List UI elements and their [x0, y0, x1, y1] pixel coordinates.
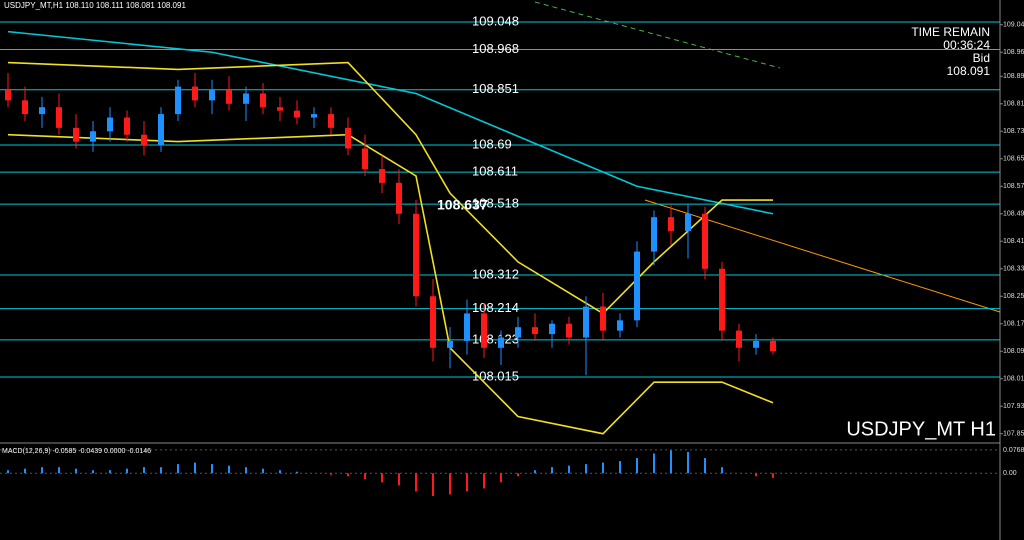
time-remain-label: TIME REMAIN: [911, 25, 990, 39]
y-tick-label: 108.33: [1003, 266, 1024, 273]
level-label: 108.312: [472, 266, 519, 281]
y-tick-label: 108.96: [1003, 49, 1024, 56]
candle-body: [260, 93, 266, 108]
candle-body: [277, 107, 283, 111]
candle-body: [175, 86, 181, 115]
candle-body: [5, 90, 11, 101]
candle-body: [192, 86, 198, 101]
candle-body: [209, 90, 215, 101]
level-label: 108.851: [472, 81, 519, 96]
candle-body: [158, 114, 164, 146]
candle-body: [396, 182, 402, 214]
time-remain: 00:36:24: [943, 38, 990, 52]
trendline-green: [534, 1, 781, 69]
candle-body: [141, 134, 147, 146]
candle-body: [702, 213, 708, 269]
candle-body: [600, 306, 606, 331]
candle-body: [447, 340, 453, 348]
candle-body: [124, 117, 130, 135]
level-label: 108.123: [472, 331, 519, 346]
y-tick-label: 108.01: [1003, 376, 1024, 383]
level-label: 109.048: [472, 13, 519, 28]
level-label: 108.69: [472, 136, 512, 151]
y-tick-label: 107.93: [1003, 403, 1024, 410]
y-tick-label: 108.09: [1003, 348, 1024, 355]
bid: 108.091: [947, 64, 991, 78]
symbol-label: USDJPY_MT H1: [846, 418, 996, 440]
candle-body: [73, 127, 79, 142]
bid-label: Bid: [973, 51, 990, 65]
candle-body: [294, 110, 300, 118]
macd-tick-label: 0.00: [1003, 470, 1017, 477]
y-tick-label: 108.25: [1003, 293, 1024, 300]
candle-body: [311, 114, 317, 118]
candle-body: [685, 213, 691, 231]
candle-body: [226, 90, 232, 104]
candle-body: [770, 340, 776, 352]
y-tick-label: 108.49: [1003, 211, 1024, 218]
price-marker: 108.637: [437, 197, 488, 213]
candle-body: [56, 107, 62, 128]
candle-body: [39, 107, 45, 115]
candle-body: [430, 296, 436, 348]
y-tick-label: 108.73: [1003, 128, 1024, 135]
y-tick-label: 108.81: [1003, 101, 1024, 108]
y-tick-label: 109.04: [1003, 22, 1024, 29]
candle-body: [549, 323, 555, 335]
macd-tick-label: 0.0768: [1003, 447, 1024, 454]
candle-body: [498, 337, 504, 348]
candle-body: [736, 330, 742, 348]
indicator-line: [7, 30, 774, 215]
candle-body: [107, 117, 113, 132]
candle-body: [464, 313, 470, 341]
candle-body: [583, 306, 589, 338]
candle-body: [719, 268, 725, 331]
y-tick-label: 108.89: [1003, 73, 1024, 80]
y-tick-label: 108.65: [1003, 156, 1024, 163]
candle-body: [345, 127, 351, 149]
candle-body: [362, 148, 368, 170]
indicator-line: [7, 133, 774, 435]
candle-body: [481, 313, 487, 348]
candle-body: [668, 217, 674, 231]
y-tick-label: 107.85: [1003, 431, 1024, 438]
level-label: 108.968: [472, 41, 519, 56]
candle-body: [22, 100, 28, 115]
level-label: 108.214: [472, 300, 519, 315]
y-tick-label: 108.57: [1003, 183, 1024, 190]
level-label: 108.015: [472, 368, 519, 383]
candle-body: [532, 327, 538, 335]
candle-body: [566, 323, 572, 338]
y-tick-label: 109.12: [1003, 0, 1024, 1]
candle-body: [379, 169, 385, 183]
candle-body: [651, 217, 657, 252]
candle-body: [634, 251, 640, 321]
candle-body: [413, 213, 419, 297]
level-label: 108.611: [472, 164, 518, 179]
candle-body: [243, 93, 249, 104]
candle-body: [328, 114, 334, 128]
candle-body: [90, 131, 96, 142]
header: USDJPY_MT,H1 108.110 108.111 108.081 108…: [4, 1, 186, 10]
candle-body: [617, 320, 623, 331]
candle-body: [753, 340, 759, 348]
y-tick-label: 108.17: [1003, 321, 1024, 328]
level-label: 108.518: [472, 196, 519, 211]
y-tick-label: 108.41: [1003, 238, 1024, 245]
macd-label: MACD(12,26,9) -0.0585 -0.0439 0.0000 -0.…: [2, 448, 151, 455]
candle-body: [515, 327, 521, 338]
